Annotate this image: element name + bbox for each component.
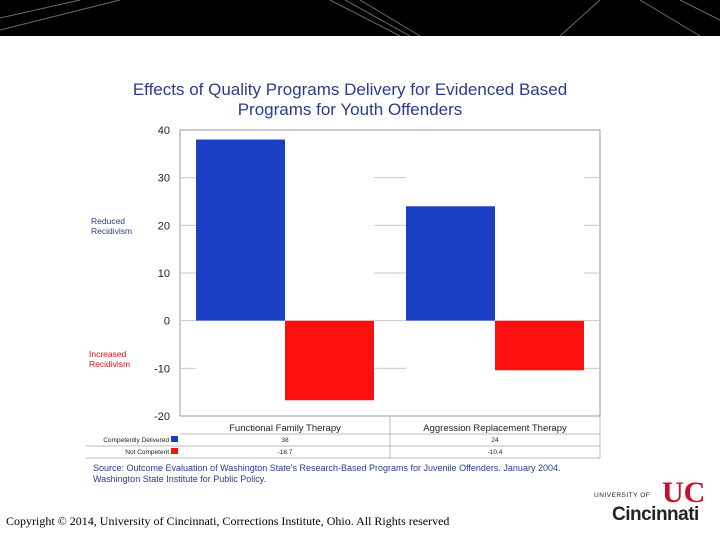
bar-not-competent [285, 320, 374, 401]
uc-mark-icon: UC [662, 476, 704, 509]
legend-swatch [171, 448, 178, 454]
data-label: -16.7 [278, 449, 293, 456]
source-note: Source: Outcome Evaluation of Washington… [93, 463, 561, 484]
logo-city-text: Cincinnati [612, 504, 699, 525]
bar-competent [196, 139, 285, 321]
legend-swatch [171, 436, 178, 442]
university-logo: UC UNIVERSITY OF Cincinnati [594, 476, 704, 526]
y-tick-label: 40 [158, 125, 170, 137]
data-label: -10.4 [488, 449, 503, 456]
uc-mark-text: UC [662, 476, 704, 509]
chart-title-line-2: Programs for Youth Offenders [237, 100, 463, 119]
chart-title: Effects of Quality Programs Delivery for… [80, 80, 620, 120]
y-tick-label: -10 [154, 363, 170, 375]
y-tick-label: 20 [158, 220, 170, 232]
annotation-increased-recidivism: Increased [89, 349, 127, 359]
y-tick-label: 10 [158, 268, 170, 280]
y-tick-label: 30 [158, 173, 170, 185]
annotation-reduced-recidivism: Recidivism [91, 226, 132, 236]
top-decorative-band [0, 0, 720, 36]
legend-label: Not Competent [125, 449, 169, 456]
bar-not-competent [495, 320, 584, 371]
annotation-reduced-recidivism: Reduced [91, 216, 125, 226]
logo-university-text: UNIVERSITY OF [594, 492, 651, 499]
x-category-label: Aggression Replacement Therapy [423, 423, 567, 434]
legend-label: Competently Delivered [103, 437, 169, 444]
copyright-notice: Copyright © 2014, University of Cincinna… [6, 514, 450, 528]
bar-competent [406, 206, 495, 321]
annotation-increased-recidivism: Recidivism [89, 359, 130, 369]
y-tick-label: 0 [164, 316, 170, 328]
chart-title-line-1: Effects of Quality Programs Delivery for… [132, 80, 568, 99]
data-label: 38 [281, 437, 289, 444]
x-category-label: Functional Family Therapy [229, 423, 341, 434]
y-tick-label: -20 [154, 411, 170, 423]
data-label: 24 [491, 437, 499, 444]
